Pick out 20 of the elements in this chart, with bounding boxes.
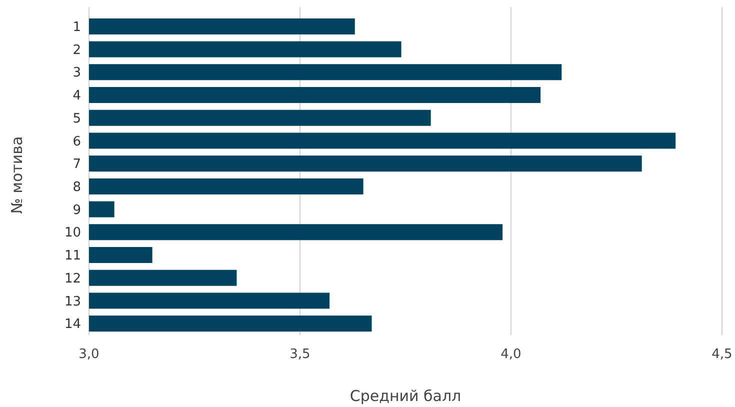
y-tick-label: 14 (64, 317, 81, 332)
y-tick-label: 12 (64, 271, 81, 286)
y-axis-title: № мотива (8, 136, 26, 214)
x-tick-label: 4,5 (712, 347, 732, 362)
x-tick-label: 4,0 (500, 347, 522, 362)
x-axis-title: Средний балл (350, 387, 462, 405)
x-tick-label: 3,5 (290, 347, 310, 362)
y-tick-label: 6 (72, 134, 81, 150)
y-tick-label: 8 (72, 180, 81, 195)
y-tick-label: 9 (72, 202, 81, 218)
y-tick-label: 13 (64, 294, 81, 310)
y-tick-label: 3 (72, 66, 81, 81)
y-tick-label: 4 (72, 88, 81, 104)
y-tick-label: 11 (64, 248, 81, 264)
x-tick-label: 3,0 (78, 347, 100, 362)
y-tick-label: 1 (72, 20, 81, 35)
y-tick-label: 5 (72, 111, 81, 126)
y-tick-label: 7 (72, 157, 81, 172)
y-tick-label: 10 (64, 226, 81, 241)
y-tick-label: 2 (72, 42, 81, 58)
